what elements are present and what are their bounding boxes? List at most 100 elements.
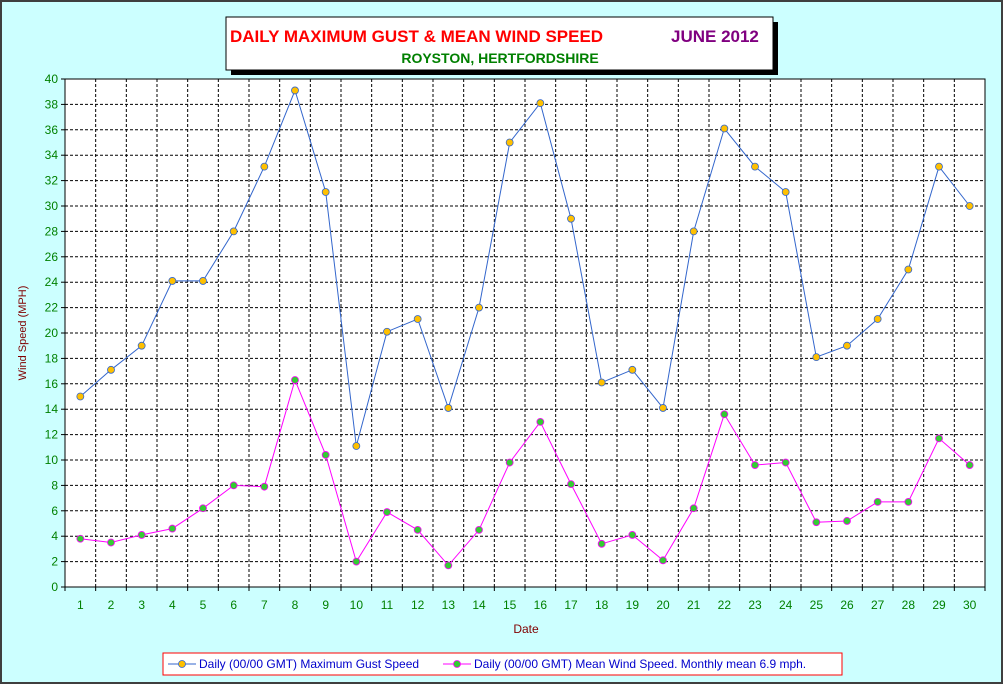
data-point-mean [536,417,545,426]
x-tick-label: 30 [963,598,977,612]
data-point-gust [781,188,790,196]
data-point-gust [567,214,575,223]
data-point-mean [168,524,177,533]
y-tick-label: 40 [45,72,59,86]
chart-title: DAILY MAXIMUM GUST & MEAN WIND SPEED [230,27,603,46]
x-tick-label: 17 [564,598,578,612]
data-point-gust [76,392,85,401]
x-tick-label: 22 [718,598,732,612]
data-point-gust [444,404,453,412]
x-tick-label: 4 [169,598,176,612]
data-point-gust [107,365,115,374]
data-point-mean [873,498,882,506]
y-tick-label: 34 [45,148,59,162]
data-point-mean [904,498,913,506]
data-point-gust [536,99,545,108]
y-tick-label: 24 [45,275,59,289]
x-tick-label: 2 [108,598,115,612]
y-tick-label: 8 [51,478,58,492]
data-point-gust [904,265,913,274]
y-tick-label: 10 [45,453,59,467]
legend-box [162,652,843,676]
data-point-gust [751,162,759,171]
data-point-mean [659,556,667,565]
y-tick-label: 4 [51,529,58,543]
x-tick-label: 24 [779,598,793,612]
chart-subtitle: ROYSTON, HERTFORDSHIRE [401,50,598,66]
series-layer [76,86,974,570]
data-point-mean [689,504,698,513]
title-box-frame [225,16,774,71]
series-line-mean [80,378,971,567]
y-tick-label: 16 [45,377,59,391]
legend-gust-label: Daily (00/00 GMT) Maximum Gust Speed [199,657,419,671]
x-tick-label: 13 [442,598,456,612]
x-tick-label: 18 [595,598,609,612]
x-tick-label: 3 [138,598,145,612]
y-tick-label: 30 [45,199,59,213]
data-point-mean [597,539,606,548]
x-tick-label: 10 [350,598,364,612]
x-tick-label: 1 [77,598,84,612]
data-point-gust [505,138,514,147]
y-tick-label: 14 [45,402,59,416]
y-tick-label: 18 [45,351,59,365]
data-point-gust [659,404,667,412]
data-point-mean [321,451,330,459]
y-tick-label: 22 [45,301,59,315]
data-point-mean [843,517,851,525]
y-tick-label: 2 [51,555,58,569]
chart-title-month: JUNE 2012 [671,27,759,46]
y-tick-label: 6 [51,504,58,518]
x-tick-label: 15 [503,598,517,612]
x-tick-label: 9 [322,598,329,612]
data-point-gust [965,202,974,210]
data-point-mean [199,504,207,513]
y-axis-label: Wind Speed (MPH) [17,286,29,381]
data-point-gust [199,277,207,285]
data-point-mean [781,458,790,467]
x-tick-label: 20 [656,598,670,612]
y-tick-label: 36 [45,123,59,137]
data-point-mean [352,557,361,566]
x-tick-label: 5 [200,598,207,612]
x-tick-label: 23 [748,598,762,612]
data-point-mean [260,482,269,491]
title-box: DAILY MAXIMUM GUST & MEAN WIND SPEED JUN… [225,16,778,75]
x-axis-ticks: 1 2 3 4 5 6 7 8 9 10 11 12 13 14 15 16 17 18 19 20 21 22 23 24 2… [64,587,986,612]
x-tick-label: 12 [411,598,425,612]
x-tick-label: 26 [840,598,854,612]
data-point-gust [413,315,422,323]
y-tick-label: 32 [45,174,59,188]
x-tick-label: 8 [292,598,299,612]
x-tick-label: 19 [626,598,640,612]
legend-gust-marker [178,660,186,668]
data-point-gust [935,162,943,171]
data-point-mean [720,410,729,419]
y-tick-label: 26 [45,250,59,264]
y-tick-label: 20 [45,326,59,340]
y-tick-label: 38 [45,97,59,111]
data-point-mean [567,480,575,489]
data-point-gust [383,327,391,336]
y-tick-label: 0 [51,580,58,594]
x-axis-label: Date [513,622,539,636]
data-point-gust [812,353,821,362]
x-tick-label: 28 [902,598,916,612]
data-point-mean [444,561,453,570]
data-point-mean [107,538,115,547]
data-point-gust [260,162,269,171]
grid-lines [65,79,985,587]
y-tick-label: 12 [45,428,59,442]
data-point-mean [628,531,637,539]
data-point-mean [383,508,391,516]
data-point-mean [935,434,943,443]
legend-mean-label: Daily (00/00 GMT) Mean Wind Speed. Month… [474,657,806,671]
data-point-gust [843,341,851,350]
data-point-mean [291,376,299,384]
data-point-mean [229,481,238,490]
data-point-mean [751,461,759,469]
legend-mean-marker [453,660,461,668]
